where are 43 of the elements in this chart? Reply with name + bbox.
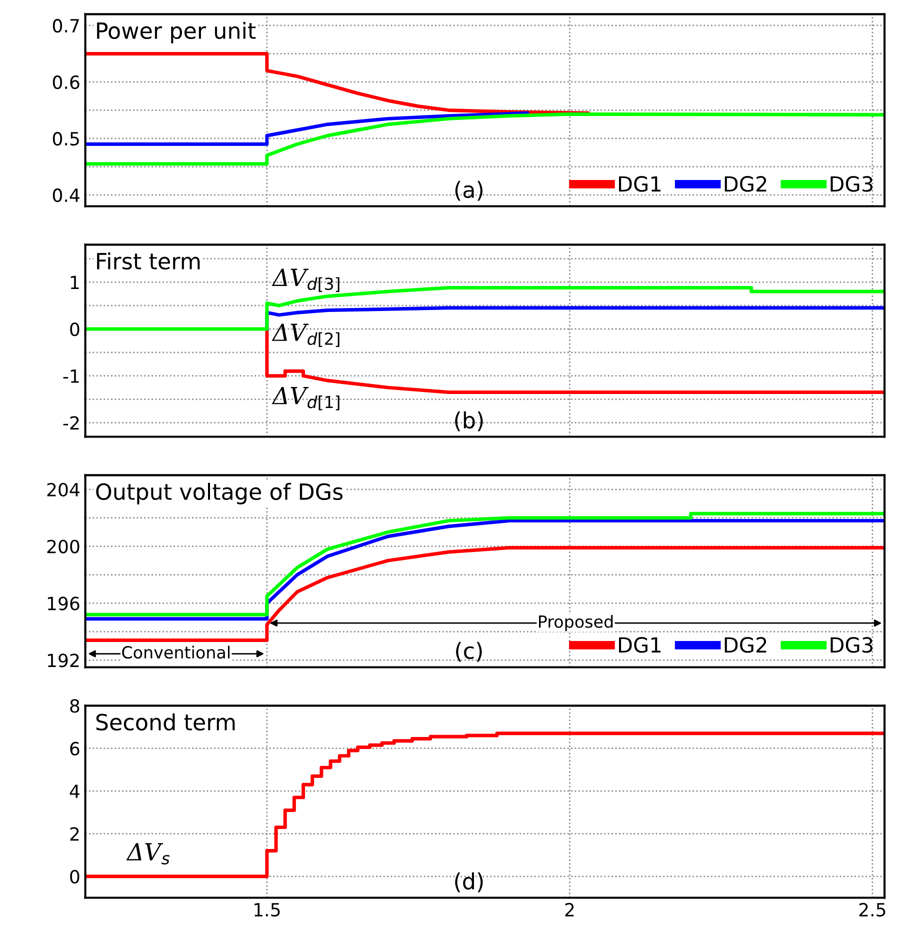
legend-label: DG3 — [830, 637, 872, 653]
chart-title: Output voltage of DGs — [96, 482, 343, 504]
chart-title: First term — [97, 252, 200, 270]
y-tick-label: 0.4 — [52, 188, 80, 202]
legend-label: DG2 — [724, 176, 766, 192]
legend-label: DG1 — [619, 637, 660, 653]
series-label: ΔV$_{d[1]}$ — [272, 386, 340, 410]
legend-label: DG2 — [724, 637, 766, 653]
y-tick-label: 192 — [48, 654, 79, 668]
series-label: ΔV$_{d[3]}$ — [272, 268, 340, 292]
chart-title: Second term — [96, 713, 235, 731]
x-tick-label: 2.5 — [859, 902, 886, 917]
y-tick-label: 8 — [70, 699, 80, 713]
annotation: (c) — [456, 642, 482, 662]
series-label: ΔV$_{d[2]}$ — [272, 324, 340, 347]
y-tick-label: 1 — [70, 276, 79, 290]
line-series — [85, 112, 885, 166]
y-tick-label: 196 — [48, 596, 80, 610]
y-tick-label: -1 — [63, 370, 79, 383]
line-series — [85, 111, 530, 146]
y-tick-label: 204 — [47, 482, 80, 497]
y-tick-label: 2 — [70, 827, 79, 841]
annotation: (b) — [455, 411, 483, 432]
annotation: Conventional — [122, 646, 230, 659]
y-tick-label: 4 — [70, 784, 80, 798]
y-tick-label: 0.7 — [52, 18, 79, 33]
y-tick-label: 200 — [47, 540, 80, 554]
x-tick-label: 2 — [565, 902, 574, 916]
series-label: ΔV$_{s}$ — [126, 843, 170, 864]
annotation: Proposed — [539, 615, 613, 632]
annotation: (a) — [455, 180, 483, 201]
annotation: (d) — [455, 872, 483, 892]
y-tick-label: 0 — [70, 322, 80, 336]
x-tick-label: 1.5 — [254, 903, 280, 917]
y-tick-label: 0.6 — [52, 75, 80, 90]
y-tick-label: -2 — [63, 416, 79, 430]
y-tick-label: 0.5 — [52, 132, 79, 146]
legend-label: DG1 — [619, 176, 660, 192]
legend-label: DG3 — [830, 176, 872, 192]
line-series — [85, 52, 590, 115]
y-tick-label: 0 — [70, 870, 80, 884]
y-tick-label: 6 — [70, 742, 80, 756]
chart-title: Power per unit — [97, 22, 256, 44]
